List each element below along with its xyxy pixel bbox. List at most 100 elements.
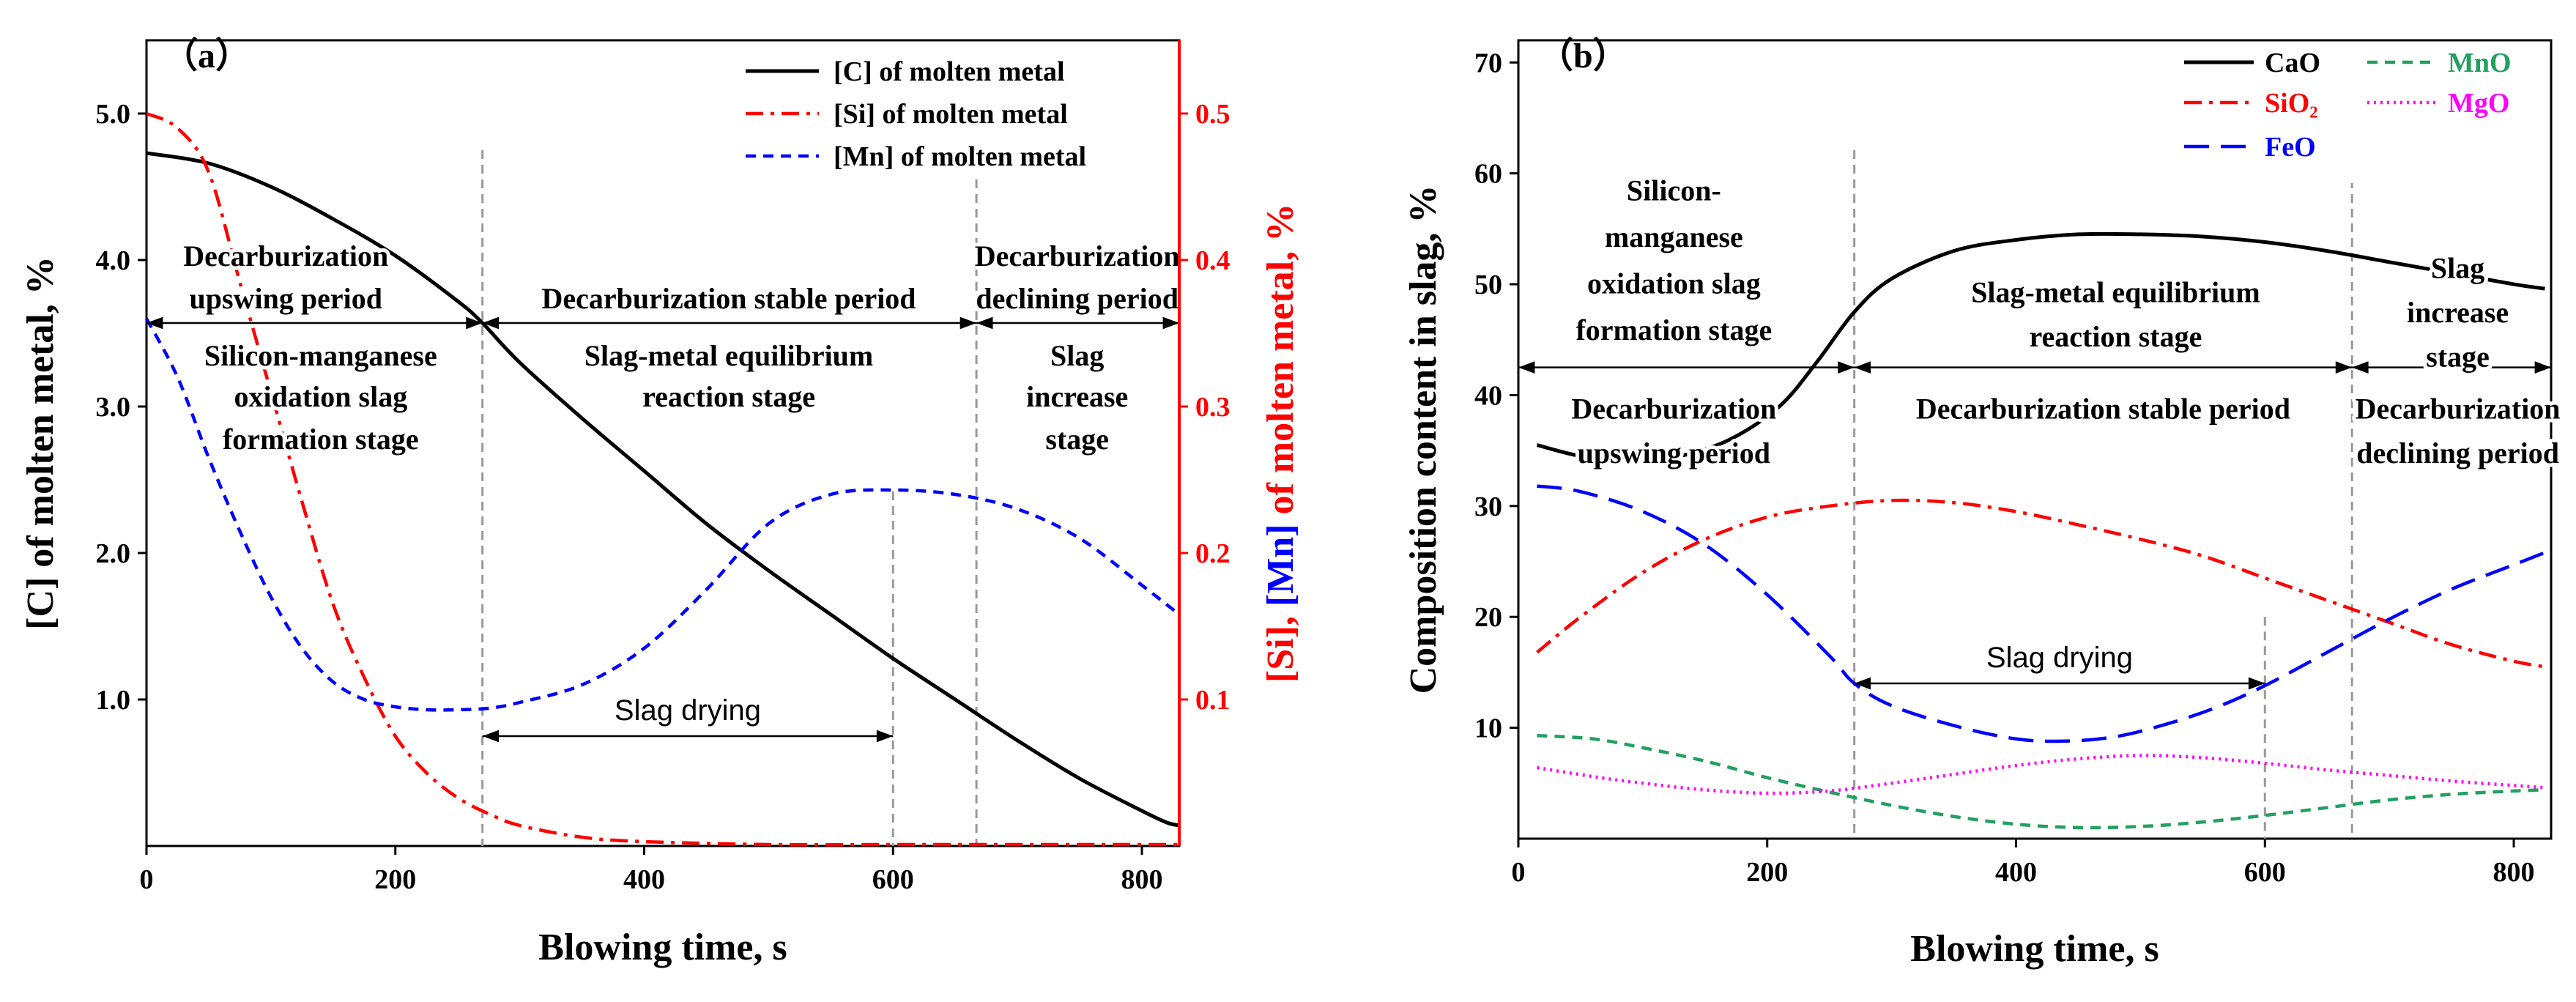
stage-arrow-1-head-right [959, 316, 977, 330]
legend-label-1: [Si] of molten metal [834, 99, 1068, 130]
chart-panel-b: Slag drying Silicon-manganese oxidation s… [1403, 37, 2564, 970]
x-tick-label: 400 [623, 864, 665, 895]
y-tick-label: 10 [1474, 713, 1502, 744]
stage-arrow-0-head-right [1838, 361, 1855, 374]
x-tick-label: 600 [2244, 857, 2286, 888]
stage-arrow-2-head-left [2352, 361, 2369, 374]
x-tick-label: 0 [1512, 857, 1526, 888]
stage-arrow-1-head-left [1854, 361, 1871, 374]
stage-arrow-0-head-left [1518, 361, 1535, 374]
series-line-2 [1537, 484, 2546, 743]
y-tick-label: 70 [1474, 48, 1502, 78]
panel-label-a: （a） [163, 37, 250, 75]
stage-annotation-1-line-0: Decarburization stable period [542, 282, 916, 315]
stage-annotation-2-line-1: increase [2407, 296, 2509, 329]
y2-tick-label: 0.5 [1195, 99, 1231, 130]
slag-drying-arrow-head-right [876, 730, 894, 743]
y2-title-sep: , [1260, 606, 1302, 626]
legend-b: CaO SiO₂ FeO MnO MgO [2179, 44, 2545, 183]
series-line-2 [145, 317, 1181, 712]
legend-label-3: MnO [2448, 48, 2512, 78]
stage-annotation-4-line-1: reaction stage [642, 380, 815, 413]
x-tick-label: 0 [140, 864, 154, 895]
x-tick-label: 800 [2493, 857, 2535, 888]
slag-drying-arrow-head-right [2248, 677, 2265, 690]
stage-annotation-0-line-0: Silicon- [1627, 174, 1721, 207]
y2-title-rest: of molten metal, % [1260, 204, 1302, 524]
legend-label-2: [Mn] of molten metal [834, 141, 1086, 172]
slag-drying-label: Slag drying [1986, 642, 2133, 674]
x-tick-label: 200 [1746, 857, 1788, 888]
stage-annotation-0-line-1: manganese [1605, 220, 1743, 253]
stage-annotation-3-line-1: oxidation slag [234, 380, 407, 413]
stage-annotation-4-line-0: Decarburization stable period [1916, 393, 2290, 426]
x-tick-label: 600 [872, 864, 914, 895]
x-axis-title-b: Blowing time, s [1910, 928, 2159, 970]
x-axis-title-a: Blowing time, s [538, 927, 787, 968]
stage-annotation-5-line-1: declining period [2356, 437, 2559, 470]
stage-arrow-0-head-right [466, 316, 483, 330]
stage-annotation-1-line-0: Slag-metal equilibrium [1971, 276, 2260, 309]
stage-annotation-2-line-0: Slag [2431, 251, 2484, 284]
legend-label-0: [C] of molten metal [834, 56, 1065, 87]
y2-tick-label: 0.1 [1195, 685, 1231, 716]
y-axis-title-a: [C] of molten metal, % [20, 256, 62, 630]
y-tick-label: 2.0 [96, 538, 131, 569]
stage-arrow-2-head-right [1162, 316, 1179, 330]
stage-annotation-4-line-0: Slag-metal equilibrium [584, 339, 873, 372]
stage-annotation-0-line-1: upswing period [190, 282, 382, 315]
stage-annotation-5-line-1: increase [1026, 380, 1128, 413]
stage-annotation-2-line-2: stage [2426, 340, 2490, 373]
slag-drying-label: Slag drying [615, 694, 761, 727]
legend-a: [C] of molten metal [Si] of molten metal [… [740, 45, 1172, 179]
legend-box-b [2179, 44, 2545, 183]
series-line-4 [1537, 754, 2545, 795]
y2-title-mn: [Mn] [1260, 524, 1302, 606]
stage-annotation-1-line-1: reaction stage [2029, 320, 2202, 353]
y2-tick-label: 0.3 [1195, 392, 1231, 423]
y-tick-label: 4.0 [96, 245, 131, 276]
stage-annotation-5-line-0: Decarburization [2356, 393, 2561, 426]
legend-label-4: MgO [2448, 88, 2509, 119]
stage-annotation-5-line-0: Slag [1050, 339, 1104, 372]
stage-annotation-3-line-0: Decarburization [1571, 393, 1776, 426]
stage-annotation-0-line-3: formation stage [1575, 313, 1772, 346]
plot-frame-b [1517, 39, 2553, 840]
stage-annotation-0-line-2: oxidation slag [1587, 267, 1761, 300]
y-tick-label: 30 [1474, 491, 1502, 522]
series-line-0 [1536, 231, 2545, 464]
stage-arrow-2-head-right [2534, 361, 2551, 374]
chart-panel-a: Slag drying Decarburization upswing perio… [20, 37, 1302, 968]
y2-tick-label: 0.2 [1195, 538, 1231, 569]
stage-annotation-3-line-1: upswing period [1578, 437, 1770, 470]
y2-axis-title-a: [Si], [Mn] of molten metal, % [1260, 204, 1302, 683]
y-tick-label: 40 [1474, 380, 1502, 411]
slag-drying-arrow-head-left [1854, 677, 1871, 690]
y-tick-label: 5.0 [96, 99, 131, 130]
y-tick-label: 20 [1474, 602, 1502, 633]
legend-label-0: CaO [2265, 48, 2320, 78]
x-tick-label: 400 [1995, 857, 2037, 888]
x-tick-label: 800 [1121, 864, 1163, 895]
stage-annotation-5-line-2: stage [1045, 423, 1109, 456]
series-line-3 [1537, 733, 2545, 830]
legend-box-a [740, 45, 1172, 179]
y-tick-label: 50 [1474, 270, 1502, 300]
stage-annotation-3-line-2: formation stage [223, 423, 419, 456]
stage-annotation-3-line-0: Silicon-manganese [204, 339, 437, 372]
y-tick-label: 3.0 [96, 392, 131, 423]
y-tick-label: 60 [1474, 159, 1502, 190]
stage-arrow-0-head-left [146, 316, 163, 330]
y2-title-si: [Si] [1260, 626, 1302, 683]
panel-label-b: （b） [1538, 37, 1628, 75]
y2-tick-label: 0.4 [1195, 245, 1231, 276]
series-line-0 [146, 151, 1180, 828]
x-tick-label: 200 [374, 864, 416, 895]
stage-annotation-2-line-0: Decarburization [975, 240, 1180, 272]
y-tick-label: 1.0 [96, 685, 131, 716]
stage-arrow-1-head-left [482, 316, 500, 330]
series-line-1 [146, 111, 1179, 847]
stage-arrow-2-head-left [976, 316, 993, 330]
y-axis-title-b: Composition content in slag, % [1403, 185, 1444, 694]
stage-annotation-0-line-0: Decarburization [183, 240, 388, 272]
